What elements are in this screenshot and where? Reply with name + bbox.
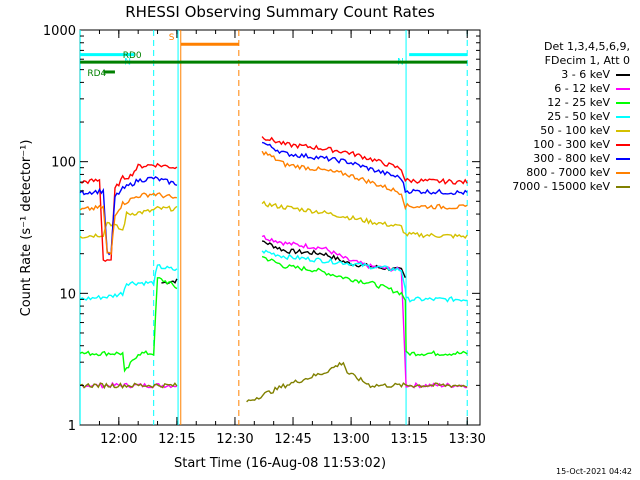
legend-item-label: 300 - 800 keV: [533, 152, 610, 165]
x-tick-label: 12:45: [274, 432, 311, 447]
x-tick-label: 13:30: [448, 432, 485, 447]
annotation-label: RD4: [87, 69, 106, 79]
legend-item-label: 800 - 7000 keV: [526, 166, 610, 179]
legend-swatch: [616, 144, 630, 146]
series-line: [261, 141, 468, 196]
series-line: [261, 234, 468, 389]
legend-item-label: 50 - 100 keV: [540, 124, 610, 137]
series-lines: [79, 136, 468, 403]
timestamp: 15-Oct-2021 04:42: [556, 467, 632, 476]
mode-annotations: NNSRD0RD4: [80, 33, 468, 79]
series-line: [161, 278, 178, 285]
legend-item-label: 6 - 12 keV: [554, 82, 610, 95]
legend-swatch: [616, 130, 630, 132]
x-tick-label: 13:00: [332, 432, 369, 447]
legend-item: 100 - 300 keV: [512, 138, 630, 152]
vertical-markers: [79, 30, 468, 425]
x-tick-label: 13:15: [390, 432, 427, 447]
legend-item: 300 - 800 keV: [512, 152, 630, 166]
legend-swatch: [616, 116, 630, 118]
legend-swatch: [616, 158, 630, 160]
series-line: [261, 240, 406, 278]
legend-item: 800 - 7000 keV: [512, 166, 630, 180]
series-line: [79, 162, 178, 263]
legend-swatch: [616, 102, 630, 104]
series-line: [261, 255, 468, 357]
y-tick-label: 10: [59, 287, 76, 302]
series-line: [79, 192, 177, 256]
legend-item: 6 - 12 keV: [512, 82, 630, 96]
y-tick-label: 1000: [43, 24, 76, 39]
legend-swatch: [616, 88, 630, 90]
legend-header-line-2: FDecim 1, Att 0: [544, 54, 630, 67]
series-line: [79, 264, 178, 301]
legend-item-label: 3 - 6 keV: [561, 68, 610, 81]
y-tick-label: 1: [68, 419, 76, 434]
legend-swatch: [616, 74, 630, 76]
x-tick-label: 12:15: [158, 432, 195, 447]
series-line: [79, 176, 178, 256]
x-axis-ticks: 12:00 12:15 12:30 12:45 13:00 13:15 13:30: [98, 30, 486, 447]
y-axis-label: Count Rate (s⁻¹ detector⁻¹): [19, 140, 34, 317]
legend-item-label: 100 - 300 keV: [533, 138, 610, 151]
series-line: [261, 136, 468, 185]
x-axis-label: Start Time (16-Aug-08 11:53:02): [174, 456, 386, 471]
legend-header-line-1: Det 1,3,4,5,6,9,: [543, 40, 630, 53]
series-line: [261, 150, 468, 211]
plot-area-frame: [79, 29, 481, 426]
series-line: [261, 200, 468, 240]
series-line: [79, 205, 178, 239]
annotation-label: S: [169, 33, 175, 43]
legend-item-label: 25 - 50 keV: [547, 110, 610, 123]
legend-item-label: 7000 - 15000 keV: [512, 180, 610, 193]
legend-item: 12 - 25 keV: [512, 96, 630, 110]
series-line: [79, 277, 178, 373]
x-tick-label: 12:30: [216, 432, 253, 447]
series-line: [246, 361, 468, 403]
legend-items: 3 - 6 keV 6 - 12 keV 12 - 25 keV 25 - 50 ke…: [512, 68, 630, 194]
legend-item: 3 - 6 keV: [512, 68, 630, 82]
legend-swatch: [616, 172, 630, 174]
legend-swatch: [616, 186, 630, 188]
legend-item: 50 - 100 keV: [512, 124, 630, 138]
legend-item-label: 12 - 25 keV: [547, 96, 610, 109]
legend-item: 25 - 50 keV: [512, 110, 630, 124]
series-line: [261, 249, 468, 303]
chart-title: RHESSI Observing Summary Count Rates: [125, 3, 435, 21]
x-tick-label: 12:00: [100, 432, 137, 447]
legend: Det 1,3,4,5,6,9, FDecim 1, Att 0 3 - 6 k…: [512, 40, 630, 194]
annotation-label: RD0: [123, 51, 142, 61]
legend-item: 7000 - 15000 keV: [512, 180, 630, 194]
y-axis-ticks: 1 10 100 1000: [43, 24, 480, 434]
series-line: [79, 382, 178, 390]
y-tick-label: 100: [51, 156, 76, 171]
